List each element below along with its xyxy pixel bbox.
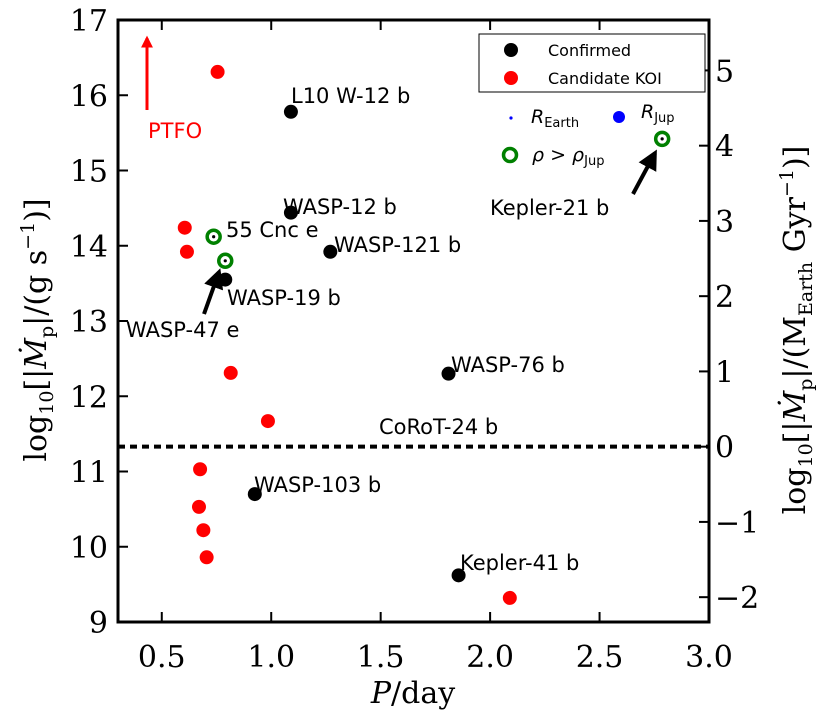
right-y-tick-label: 5: [715, 54, 734, 89]
kepler21b-label: Kepler-21 b: [490, 196, 609, 220]
ptfo-label: PTFO: [148, 119, 202, 143]
candidate-point: [196, 523, 211, 538]
wasp76b-label: WASP-76 b: [451, 353, 565, 377]
wasp47e-label: WASP-47 e: [126, 318, 239, 342]
legend-confirmed-label: Confirmed: [548, 41, 631, 60]
legend-candidate-label: Candidate KOI: [548, 69, 662, 88]
right-y-axis-ticks: −2 −1 0 1 2 3 4 5: [699, 54, 759, 616]
confirmed-point: [451, 568, 466, 583]
right-y-tick-label: 1: [715, 355, 734, 390]
high-density-point: [217, 252, 234, 270]
candidate-point: [260, 414, 275, 429]
x-tick-label: 3.0: [685, 640, 733, 675]
candidate-point: [223, 365, 238, 380]
wasp19b-label: WASP-19 b: [227, 286, 341, 310]
candidate-point: [179, 244, 194, 259]
x-tick-label: 2.5: [576, 640, 624, 675]
legend-earth-size-marker: [509, 116, 513, 120]
l10-wasp12b-label: L10 W-12 b: [291, 84, 410, 108]
high-density-point-core: [223, 259, 227, 263]
legend: Confirmed Candidate KOI REarth RJup ρ > …: [478, 33, 706, 169]
high-density-point: [205, 228, 222, 245]
corot-24b-label: CoRoT-24 b: [379, 415, 498, 439]
high-density-point: [653, 130, 671, 148]
x-tick-label: 1.5: [357, 640, 405, 675]
x-tick-label: 1.0: [247, 640, 295, 675]
kepler41b-label: Kepler-41 b: [460, 551, 579, 575]
wasp103b-label: WASP-103 b: [254, 473, 381, 497]
candidate-point: [191, 499, 206, 514]
right-y-tick-label: 4: [715, 130, 734, 165]
candidate-point: [210, 64, 225, 79]
y-tick-label: 10: [70, 531, 108, 566]
x-tick-label: 0.5: [138, 640, 186, 675]
x-axis-label: P/day: [370, 676, 455, 711]
legend-box: [478, 33, 706, 93]
kepler21b-arrow: [631, 149, 657, 195]
x-tick-label: 2.0: [466, 640, 514, 675]
confirmed-point: [247, 487, 262, 502]
confirmed-point: [323, 244, 338, 259]
right-y-tick-label: −1: [715, 506, 759, 541]
y-axis-label-right: log10[|Ṁp|/(MEarth Gyr−1)]: [776, 146, 817, 515]
legend-confirmed-marker: [504, 43, 518, 57]
right-y-tick-label: 2: [715, 280, 734, 315]
legend-density-label: ρ > ρJup: [532, 144, 604, 169]
high-density-point-core: [660, 137, 664, 141]
confirmed-points: [218, 104, 466, 583]
candidate-point: [199, 550, 214, 565]
right-y-tick-label: 0: [715, 431, 734, 466]
high-density-point-core: [212, 235, 216, 239]
confirmed-point: [283, 205, 298, 220]
candidate-point: [193, 462, 208, 477]
x-axis-ticks: 0.5 1.0 1.5 2.0 2.5 3.0: [138, 20, 733, 675]
y-axis-label-left: log10[|Ṁp|/(g s−1)]: [17, 198, 58, 461]
y-tick-label: 15: [70, 155, 108, 190]
legend-jupiter-size-label: RJup: [641, 101, 675, 126]
legend-earth-size-label: REarth: [531, 106, 579, 131]
wasp121b-label: WASP-121 b: [334, 233, 461, 257]
right-y-tick-label: −2: [715, 581, 759, 616]
candidate-points: [177, 64, 517, 605]
wasp47e-arrow: [202, 268, 224, 315]
y-tick-label: 17: [70, 4, 108, 39]
legend-jupiter-size-marker: [613, 111, 625, 123]
confirmed-point: [441, 366, 456, 381]
candidate-point: [502, 590, 517, 605]
y-tick-label: 12: [70, 380, 108, 415]
confirmed-point: [218, 272, 233, 287]
y-tick-label: 16: [70, 79, 108, 114]
y-tick-label: 14: [70, 230, 108, 265]
high-density-points: [205, 130, 671, 270]
right-y-tick-label: 3: [715, 205, 734, 240]
wasp12b-label: WASP-12 b: [283, 195, 397, 219]
y-tick-label: 11: [70, 456, 108, 491]
confirmed-point: [283, 104, 298, 119]
legend-density-marker: [501, 146, 519, 164]
y-tick-label: 13: [70, 305, 108, 340]
y-axis-ticks: 9 10 11 12 13 14 15 16 17: [70, 4, 128, 641]
55cnce-label: 55 Cnc e: [226, 218, 319, 242]
legend-candidate-marker: [504, 71, 518, 85]
y-tick-label: 9: [89, 606, 108, 641]
candidate-point: [177, 220, 192, 235]
